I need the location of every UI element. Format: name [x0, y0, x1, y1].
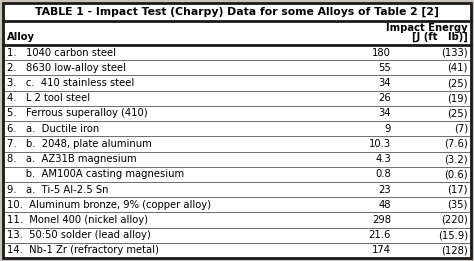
Text: 10.  Aluminum bronze, 9% (copper alloy): 10. Aluminum bronze, 9% (copper alloy)	[7, 200, 211, 210]
Text: 34: 34	[379, 78, 391, 88]
Text: 1.   1040 carbon steel: 1. 1040 carbon steel	[7, 48, 116, 58]
Text: 180: 180	[372, 48, 391, 58]
Text: 3.   c.  410 stainless steel: 3. c. 410 stainless steel	[7, 78, 134, 88]
Text: (3.2): (3.2)	[444, 154, 468, 164]
Text: 23: 23	[378, 185, 391, 194]
Text: 13.  50:50 solder (lead alloy): 13. 50:50 solder (lead alloy)	[7, 230, 151, 240]
Text: (25): (25)	[447, 109, 468, 118]
Text: 55: 55	[378, 63, 391, 73]
Text: (133): (133)	[441, 48, 468, 58]
Text: (7.6): (7.6)	[444, 139, 468, 149]
Text: (128): (128)	[441, 245, 468, 256]
Text: Alloy: Alloy	[7, 32, 35, 42]
Text: (7): (7)	[454, 124, 468, 134]
Text: 21.6: 21.6	[369, 230, 391, 240]
Text: 10.3: 10.3	[369, 139, 391, 149]
Text: 0.8: 0.8	[375, 169, 391, 179]
Text: 174: 174	[372, 245, 391, 256]
Text: 14.  Nb-1 Zr (refractory metal): 14. Nb-1 Zr (refractory metal)	[7, 245, 159, 256]
Text: [J (ft   lb)]: [J (ft lb)]	[412, 32, 468, 42]
Text: (41): (41)	[447, 63, 468, 73]
Text: 6.   a.  Ductile iron: 6. a. Ductile iron	[7, 124, 99, 134]
Text: 7.   b.  2048, plate aluminum: 7. b. 2048, plate aluminum	[7, 139, 152, 149]
Text: 9: 9	[384, 124, 391, 134]
Text: (15.9): (15.9)	[438, 230, 468, 240]
Text: 26: 26	[378, 93, 391, 103]
Text: 34: 34	[379, 109, 391, 118]
Text: b.  AM100A casting magnesium: b. AM100A casting magnesium	[7, 169, 184, 179]
Text: 2.   8630 low-alloy steel: 2. 8630 low-alloy steel	[7, 63, 126, 73]
Text: 4.   L 2 tool steel: 4. L 2 tool steel	[7, 93, 90, 103]
Text: (220): (220)	[441, 215, 468, 225]
Text: Impact Energy: Impact Energy	[386, 23, 468, 33]
Text: (19): (19)	[447, 93, 468, 103]
Text: 9.   a.  Ti-5 Al-2.5 Sn: 9. a. Ti-5 Al-2.5 Sn	[7, 185, 109, 194]
Text: (17): (17)	[447, 185, 468, 194]
Text: 11.  Monel 400 (nickel alloy): 11. Monel 400 (nickel alloy)	[7, 215, 148, 225]
Text: 48: 48	[379, 200, 391, 210]
Text: (35): (35)	[447, 200, 468, 210]
Text: 298: 298	[372, 215, 391, 225]
Text: 4.3: 4.3	[375, 154, 391, 164]
Text: TABLE 1 - Impact Test (Charpy) Data for some Alloys of Table 2 [2]: TABLE 1 - Impact Test (Charpy) Data for …	[35, 7, 439, 17]
Text: (25): (25)	[447, 78, 468, 88]
Text: (0.6): (0.6)	[444, 169, 468, 179]
Text: 5.   Ferrous superalloy (410): 5. Ferrous superalloy (410)	[7, 109, 147, 118]
Text: 8.   a.  AZ31B magnesium: 8. a. AZ31B magnesium	[7, 154, 137, 164]
